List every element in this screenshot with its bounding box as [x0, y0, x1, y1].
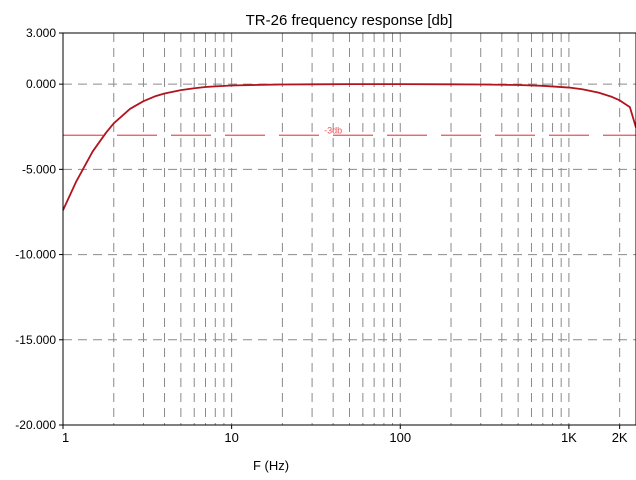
x-tick-label: 1 [62, 430, 69, 445]
axis-labels: 3.000 0.000 -5.000 -10.000 -15.000 -20.000 1 10… [15, 26, 628, 445]
reference-line-group: -3db [63, 125, 636, 136]
x-tick-label: 2K [612, 430, 628, 445]
y-tick-label: 0.000 [26, 77, 56, 91]
series-group [62, 83, 636, 211]
y-tick-label: -20.000 [15, 418, 56, 432]
x-axis-title: F (Hz) [253, 458, 289, 473]
x-tick-label: 100 [389, 430, 411, 445]
y-tick-label: -10.000 [15, 248, 56, 262]
plot-frame [62, 32, 636, 426]
y-tick-label: -5.000 [22, 162, 56, 176]
grid-lines [63, 33, 636, 425]
y-tick-label: 3.000 [26, 26, 56, 40]
series-line [62, 83, 636, 211]
chart-title: TR-26 frequency response [db] [246, 12, 453, 29]
reference-line-label: -3db [324, 125, 342, 135]
x-tick-label: 10 [224, 430, 238, 445]
x-tick-label: 1K [561, 430, 577, 445]
y-tick-label: -15.000 [15, 333, 56, 347]
